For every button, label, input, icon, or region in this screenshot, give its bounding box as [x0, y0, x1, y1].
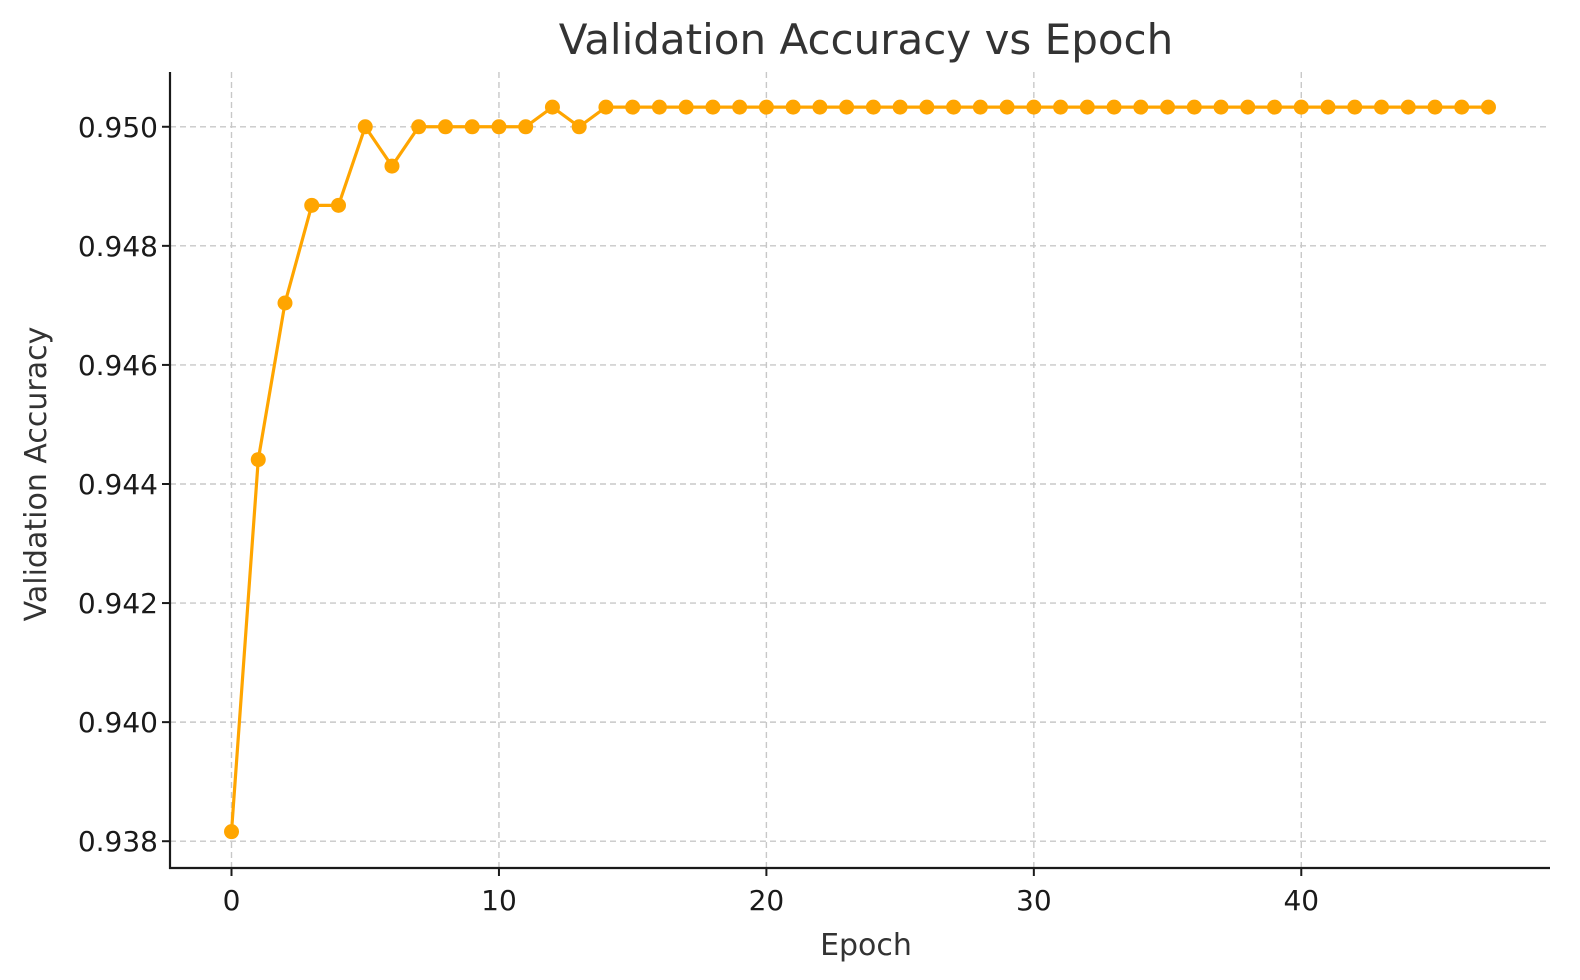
data-point — [678, 99, 694, 115]
axes — [162, 72, 1550, 876]
data-point — [1133, 99, 1149, 115]
x-tick-label: 20 — [749, 884, 785, 917]
y-tick-label: 0.942 — [78, 587, 158, 620]
data-point — [491, 119, 507, 135]
data-point — [1026, 99, 1042, 115]
data-point — [705, 99, 721, 115]
data-point — [919, 99, 935, 115]
data-point — [518, 119, 534, 135]
data-point — [1213, 99, 1229, 115]
y-axis-label: Validation Accuracy — [19, 327, 54, 622]
series-line — [229, 105, 1489, 832]
y-tick-label: 0.948 — [78, 230, 158, 263]
y-tick-label: 0.950 — [78, 111, 158, 144]
data-point — [571, 119, 587, 135]
data-point — [250, 452, 266, 468]
x-tick-label: 30 — [1016, 884, 1052, 917]
data-point — [651, 99, 667, 115]
data-point — [785, 99, 801, 115]
data-point — [1427, 99, 1443, 115]
data-point — [1053, 99, 1069, 115]
data-point — [1293, 99, 1309, 115]
data-point — [1480, 99, 1496, 115]
data-point — [1400, 99, 1416, 115]
data-point — [1106, 99, 1122, 115]
data-point — [1160, 99, 1176, 115]
chart-title: Validation Accuracy vs Epoch — [559, 15, 1174, 64]
data-point — [1347, 99, 1363, 115]
data-point — [544, 99, 560, 115]
tick-labels: 0 10 20 30 40 0.938 0.940 0.942 0.944 0.946 0.948 0… — [78, 111, 1319, 917]
data-point — [972, 99, 988, 115]
data-point — [224, 824, 240, 840]
x-axis-label: Epoch — [820, 928, 912, 963]
data-point — [1240, 99, 1256, 115]
data-point — [330, 197, 346, 213]
data-point — [732, 99, 748, 115]
data-point — [384, 158, 400, 174]
data-point — [999, 99, 1015, 115]
gridlines — [170, 72, 1550, 868]
data-point — [892, 99, 908, 115]
data-point — [598, 99, 614, 115]
data-point — [812, 99, 828, 115]
data-point — [758, 99, 774, 115]
data-point — [1454, 99, 1470, 115]
data-point — [1186, 99, 1202, 115]
y-tick-label: 0.946 — [78, 349, 158, 382]
data-point — [1374, 99, 1390, 115]
data-point — [1267, 99, 1283, 115]
data-point — [839, 99, 855, 115]
data-point — [946, 99, 962, 115]
data-point — [1079, 99, 1095, 115]
y-tick-label: 0.938 — [78, 825, 158, 858]
data-point — [865, 99, 881, 115]
data-point — [411, 119, 427, 135]
data-point — [464, 119, 480, 135]
data-point — [277, 295, 293, 311]
data-point — [1320, 99, 1336, 115]
data-point — [437, 119, 453, 135]
y-tick-label: 0.944 — [78, 468, 158, 501]
data-point — [304, 197, 320, 213]
y-tick-label: 0.940 — [78, 706, 158, 739]
data-point — [625, 99, 641, 115]
data-point — [357, 119, 373, 135]
x-tick-label: 40 — [1283, 884, 1319, 917]
x-tick-label: 10 — [481, 884, 517, 917]
x-tick-label: 0 — [223, 884, 241, 917]
series-validation-accuracy — [224, 99, 1496, 840]
